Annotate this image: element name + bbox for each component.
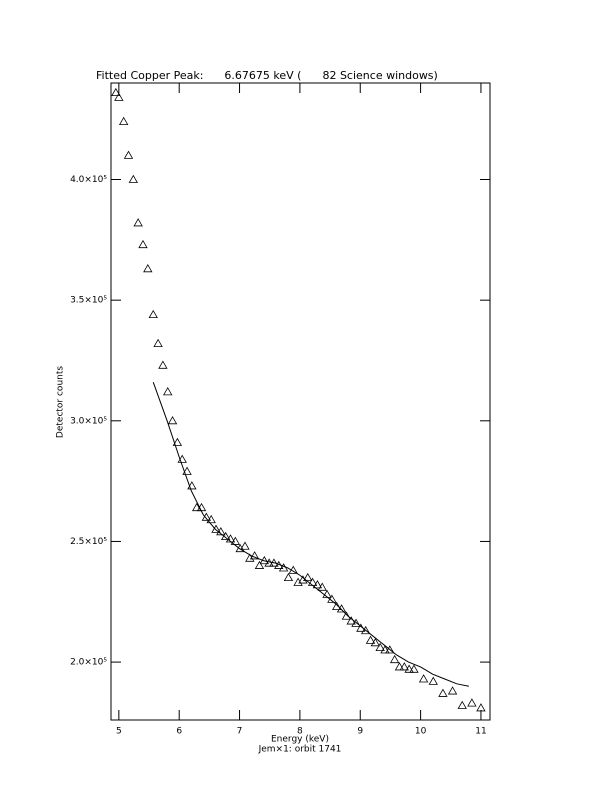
data-point: [351, 618, 361, 627]
data-point: [476, 703, 486, 712]
y-axis-label: Detector counts: [56, 366, 66, 438]
data-point: [404, 664, 414, 673]
x-tick-label: 10: [415, 727, 427, 737]
data-point: [163, 387, 173, 396]
data-point: [133, 218, 143, 227]
data-point: [123, 150, 134, 159]
data-point: [240, 541, 250, 550]
x-tick-label: 8: [297, 727, 303, 737]
y-tick-label: 4.0×10⁵: [70, 175, 107, 185]
data-point: [389, 654, 400, 664]
data-point: [360, 625, 371, 635]
x-tick-label: 6: [176, 727, 182, 737]
data-point: [206, 514, 216, 524]
subtitle: Jem×1: orbit 1741: [258, 745, 342, 755]
data-point: [385, 645, 395, 654]
data-point: [467, 698, 477, 707]
data-point: [254, 560, 265, 569]
data-point: [167, 415, 178, 425]
data-point: [192, 502, 202, 512]
data-point: [230, 536, 241, 545]
data-point: [111, 87, 121, 97]
x-tick-label: 5: [116, 727, 122, 737]
data-point: [211, 524, 221, 533]
chart-title: Fitted Copper Peak: 6.67675 keV ( 82 Sci…: [96, 69, 438, 82]
data-point: [172, 437, 183, 446]
data-point: [148, 309, 158, 319]
data-point: [153, 338, 163, 347]
data-point: [249, 551, 260, 560]
data-point: [312, 580, 323, 589]
data-point: [114, 92, 124, 101]
data-point: [370, 637, 381, 647]
data-point: [317, 582, 327, 591]
data-point: [293, 577, 303, 586]
data-point: [399, 662, 409, 671]
data-point: [128, 174, 139, 183]
data-point: [457, 700, 467, 709]
data-point: [365, 635, 376, 644]
data-point: [182, 466, 192, 475]
y-tick-label: 3.0×10⁵: [70, 416, 107, 426]
fit-line: [152, 382, 469, 687]
data-point: [283, 572, 294, 582]
y-tick-label: 2.0×10⁵: [70, 658, 107, 668]
y-tick-label: 3.5×10⁵: [70, 296, 107, 306]
data-point: [409, 664, 419, 673]
data-point: [428, 676, 438, 685]
data-point: [375, 642, 385, 652]
data-point: [418, 674, 429, 683]
data-point: [438, 688, 448, 697]
data-point: [118, 116, 129, 126]
data-point: [336, 604, 347, 613]
data-point: [216, 526, 226, 536]
data-point: [158, 360, 168, 369]
x-axis-label: Energy (keV): [271, 735, 329, 745]
data-point: [138, 239, 148, 249]
y-tick-label: 2.5×10⁵: [70, 537, 107, 547]
data-point: [447, 686, 458, 695]
data-point: [394, 662, 405, 671]
x-tick-label: 7: [237, 727, 243, 737]
data-point: [245, 553, 255, 562]
data-point: [143, 263, 153, 273]
data-point: [380, 645, 390, 654]
data-point: [303, 572, 313, 582]
plot-frame: [110, 82, 491, 721]
x-tick-label: 11: [475, 727, 486, 737]
x-tick-label: 9: [357, 727, 363, 737]
